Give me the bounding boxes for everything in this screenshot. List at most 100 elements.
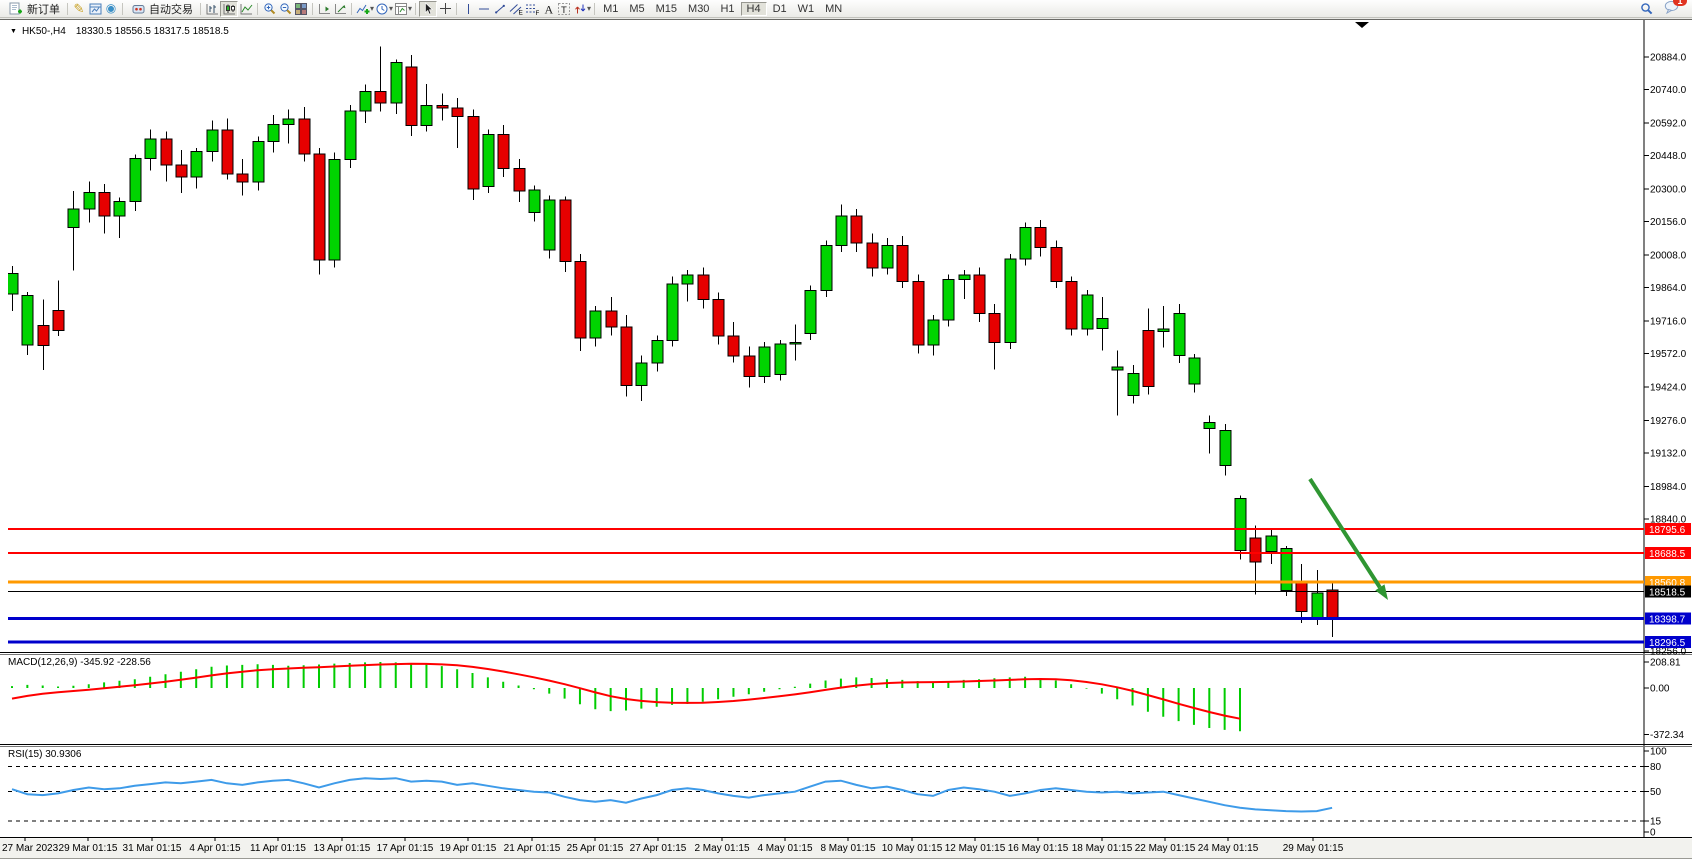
chart-shift-icon[interactable] bbox=[316, 2, 332, 16]
chart-window-icon[interactable] bbox=[87, 2, 103, 16]
symbol-period: HK50-,H4 bbox=[22, 26, 66, 37]
candle-bull bbox=[1266, 536, 1277, 552]
timeframe-button-m1[interactable]: M1 bbox=[598, 2, 623, 16]
shapes-dropdown-caret[interactable]: ▾ bbox=[587, 4, 591, 13]
toolbar-icon-groups: ✎◉ bbox=[71, 2, 126, 16]
line-chart-icon[interactable] bbox=[238, 2, 254, 16]
date-label: 2 May 01:15 bbox=[694, 843, 749, 854]
svg-text:E: E bbox=[519, 9, 524, 15]
channel-icon[interactable]: E bbox=[508, 2, 524, 16]
candle-bear bbox=[1327, 590, 1338, 618]
candle-bull bbox=[207, 130, 218, 151]
candle-bull bbox=[590, 311, 601, 338]
candle-bull bbox=[544, 200, 555, 250]
text-icon[interactable]: A bbox=[540, 2, 556, 16]
candle-bull bbox=[682, 275, 693, 284]
vline-icon[interactable] bbox=[460, 2, 476, 16]
date-label: 19 Apr 01:15 bbox=[440, 843, 497, 854]
date-label: 27 Mar 2023 bbox=[2, 843, 59, 854]
signal-icon[interactable]: ◉ bbox=[103, 2, 119, 16]
zoom-out-icon[interactable] bbox=[277, 2, 293, 16]
shapes-icon[interactable] bbox=[572, 2, 588, 16]
candle-bull bbox=[667, 284, 678, 341]
timeframe-button-d1[interactable]: D1 bbox=[768, 2, 792, 16]
date-label: 31 Mar 01:15 bbox=[123, 843, 182, 854]
new-order-button[interactable]: 新订单 bbox=[4, 1, 64, 16]
window-menu-icon[interactable]: ▼ bbox=[10, 28, 17, 35]
rsi-line bbox=[12, 778, 1332, 811]
date-label: 29 May 01:15 bbox=[1283, 843, 1344, 854]
candle-bull bbox=[636, 363, 647, 386]
candle-bear bbox=[99, 192, 110, 216]
rsi-axis-label: 100 bbox=[1650, 747, 1667, 758]
crosshair-icon[interactable] bbox=[437, 2, 453, 16]
search-icon[interactable] bbox=[1638, 2, 1654, 16]
candlestick-icon[interactable] bbox=[220, 1, 238, 17]
candle-bear bbox=[314, 154, 325, 260]
candle-bull bbox=[1220, 431, 1231, 466]
price-axis[interactable]: 20884.020740.020592.020448.020300.020156… bbox=[1644, 52, 1687, 657]
trendline-icon[interactable] bbox=[492, 2, 508, 16]
timeframe-button-m5[interactable]: M5 bbox=[624, 2, 649, 16]
price-tick-label: 20300.0 bbox=[1650, 184, 1687, 195]
candle-bear bbox=[728, 336, 739, 356]
divider bbox=[456, 3, 457, 15]
candle-bull bbox=[391, 62, 402, 103]
candle-bull bbox=[1158, 329, 1169, 331]
auto-scroll-icon[interactable] bbox=[332, 2, 348, 16]
date-label: 16 May 01:15 bbox=[1008, 843, 1069, 854]
label-icon[interactable]: T bbox=[556, 2, 572, 16]
autotrade-button[interactable]: 自动交易 bbox=[126, 1, 197, 16]
cursor-icon[interactable] bbox=[419, 1, 437, 17]
candle-bear bbox=[621, 327, 632, 386]
rsi-axis-label: 80 bbox=[1650, 762, 1662, 773]
date-label: 4 Apr 01:15 bbox=[189, 843, 241, 854]
date-label: 17 Apr 01:15 bbox=[377, 843, 434, 854]
candle-bull bbox=[821, 245, 832, 290]
templates-dropdown-caret[interactable]: ▾ bbox=[408, 4, 412, 13]
templates-icon[interactable] bbox=[393, 2, 409, 16]
timeframe-button-w1[interactable]: W1 bbox=[793, 2, 820, 16]
candle-bull bbox=[130, 158, 141, 201]
candle-bull bbox=[283, 119, 294, 125]
candle-bear bbox=[237, 174, 248, 182]
crayon-icon[interactable]: ✎ bbox=[71, 2, 87, 16]
price-tick-label: 20740.0 bbox=[1650, 85, 1687, 96]
price-tick-label: 19572.0 bbox=[1650, 349, 1687, 360]
timeframe-button-m15[interactable]: M15 bbox=[651, 2, 682, 16]
svg-text:A: A bbox=[544, 3, 553, 15]
timeframe-button-h4[interactable]: H4 bbox=[741, 2, 767, 16]
date-label: 27 Apr 01:15 bbox=[630, 843, 687, 854]
timeframe-button-h1[interactable]: H1 bbox=[715, 2, 739, 16]
hline-icon[interactable] bbox=[476, 2, 492, 16]
date-label: 12 May 01:15 bbox=[945, 843, 1006, 854]
chat-icon[interactable]: 1 bbox=[1664, 0, 1680, 17]
timeframe-button-m30[interactable]: M30 bbox=[683, 2, 714, 16]
indicators-icon[interactable] bbox=[355, 2, 371, 16]
candle-bear bbox=[913, 282, 924, 345]
date-label: 21 Apr 01:15 bbox=[504, 843, 561, 854]
candle-bull bbox=[483, 135, 494, 187]
candle-bull bbox=[1235, 499, 1246, 551]
bar-chart-icon[interactable] bbox=[204, 2, 220, 16]
fibonacci-icon[interactable]: F bbox=[524, 2, 540, 16]
rsi-axis-label: 0 bbox=[1650, 828, 1656, 839]
candle-bear bbox=[867, 243, 878, 268]
price-tick-label: 20592.0 bbox=[1650, 118, 1687, 129]
timeframe-button-mn[interactable]: MN bbox=[820, 2, 847, 16]
candle-bull bbox=[1174, 314, 1185, 356]
periods-icon[interactable] bbox=[374, 2, 390, 16]
price-tick-label: 20884.0 bbox=[1650, 52, 1687, 63]
tile-windows-icon[interactable] bbox=[293, 2, 309, 16]
price-chart-canvas[interactable]: 20884.020740.020592.020448.020300.020156… bbox=[0, 20, 1692, 859]
candle-bull bbox=[805, 291, 816, 334]
date-label: 24 May 01:15 bbox=[1198, 843, 1259, 854]
zoom-in-icon[interactable] bbox=[261, 2, 277, 16]
toolbar-right: 1 bbox=[1638, 0, 1680, 17]
candle-bull bbox=[775, 344, 786, 375]
divider bbox=[415, 3, 416, 15]
candle-bull bbox=[191, 152, 202, 178]
